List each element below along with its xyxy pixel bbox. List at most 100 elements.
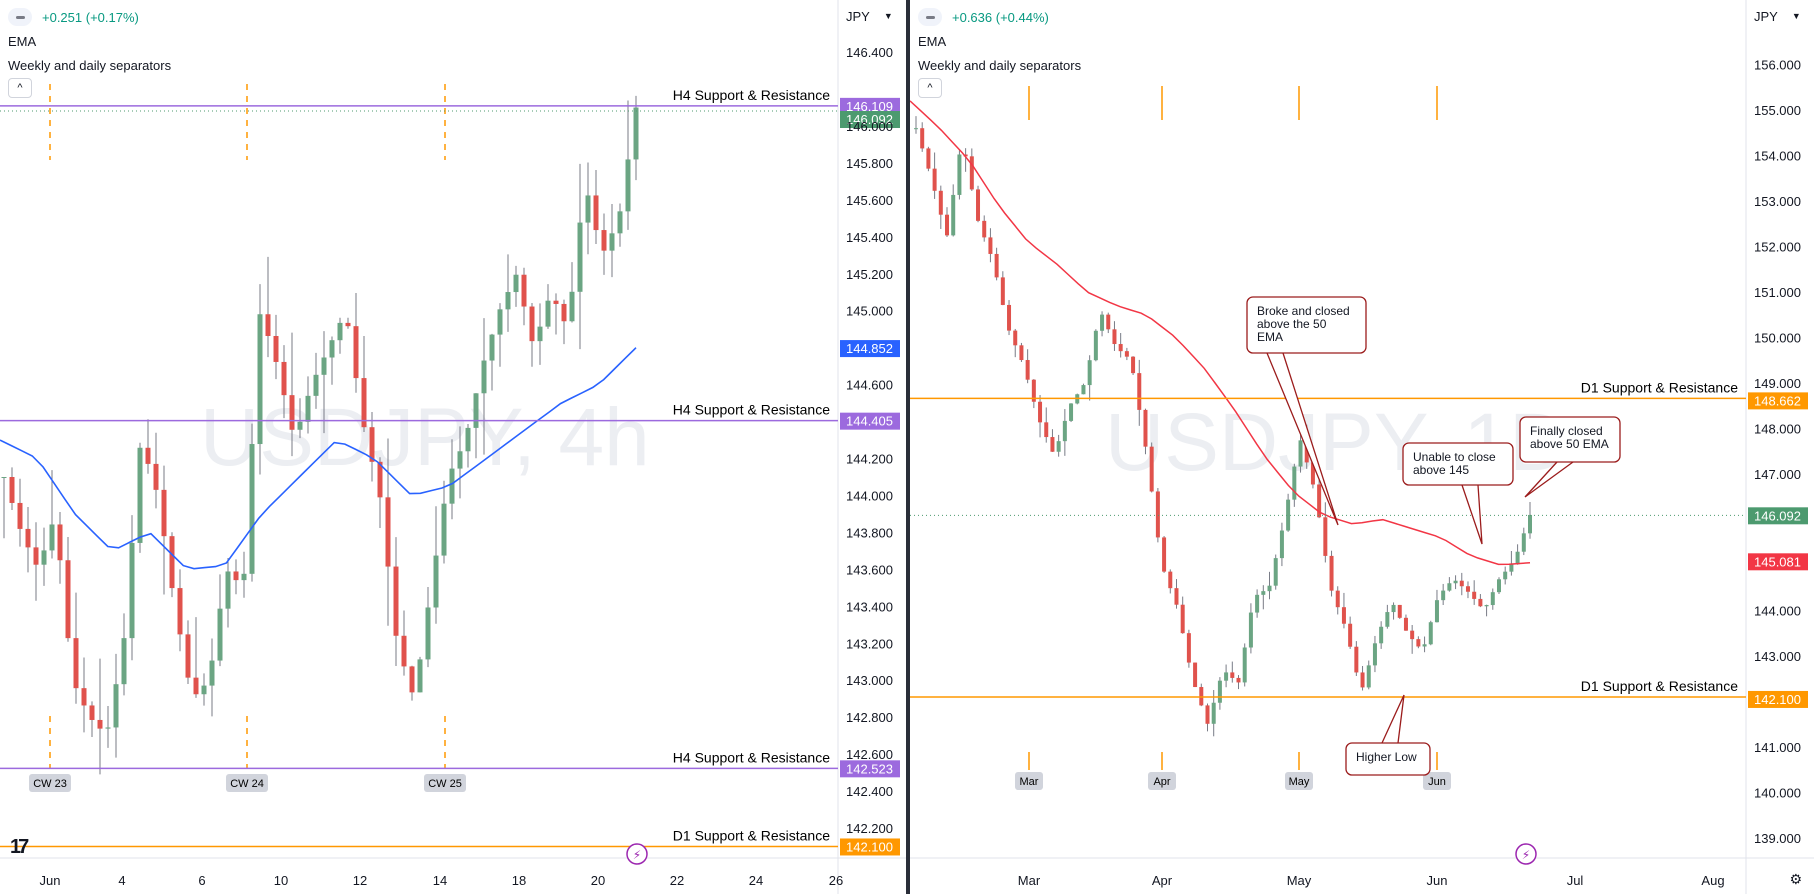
month-label-bg bbox=[1148, 772, 1176, 790]
candle-body bbox=[1397, 604, 1402, 618]
candle-body bbox=[1354, 646, 1359, 673]
chart-canvas-4h[interactable]: USDJPY, 4h CW 23 CW 24 CW 25 H4 Support & Re… bbox=[0, 0, 906, 894]
candle-body bbox=[33, 547, 39, 565]
currency-selector[interactable]: JPY ▼ bbox=[840, 4, 896, 28]
ema-line bbox=[910, 100, 1531, 566]
candle-body bbox=[1416, 639, 1421, 647]
candle-body bbox=[329, 340, 335, 358]
price-change: +0.251 (+0.17%) bbox=[42, 9, 139, 25]
candle-body bbox=[1428, 622, 1433, 645]
candle-body bbox=[1391, 604, 1396, 613]
price-change: +0.636 (+0.44%) bbox=[952, 9, 1049, 25]
candle-body bbox=[1013, 330, 1018, 346]
time-tick: Mar bbox=[1018, 873, 1041, 888]
candle-body bbox=[1038, 401, 1043, 423]
collapse-icon[interactable] bbox=[8, 8, 32, 26]
level-price-tag: 144.405 bbox=[846, 414, 893, 429]
currency-selector[interactable]: JPY ▼ bbox=[1748, 4, 1804, 28]
callout-pointer bbox=[1381, 694, 1405, 744]
level-price-tag-bg bbox=[840, 97, 900, 115]
price-tick: 145.800 bbox=[846, 156, 893, 171]
price-tick: 144.600 bbox=[846, 378, 893, 393]
candle-body bbox=[1205, 705, 1210, 724]
candle-body bbox=[121, 638, 127, 685]
callout-pointer bbox=[1524, 461, 1574, 498]
candle-body bbox=[994, 253, 999, 278]
candle-body bbox=[1155, 491, 1160, 538]
candle-body bbox=[385, 497, 391, 567]
candle-body bbox=[1149, 446, 1154, 492]
collapse-icon[interactable] bbox=[918, 8, 942, 26]
candle-body bbox=[938, 190, 943, 215]
candle-body bbox=[489, 334, 495, 361]
candle-body bbox=[1224, 672, 1229, 681]
chart-pane-1d[interactable]: USDJPY, 1D Mar Apr May Jun D1 Support & Resis… bbox=[910, 0, 1814, 894]
candle-body bbox=[1093, 330, 1098, 361]
price-tick: 155.000 bbox=[1754, 103, 1801, 118]
price-tick: 139.000 bbox=[1754, 831, 1801, 846]
indicator-separators[interactable]: Weekly and daily separators bbox=[918, 57, 1082, 73]
price-tick: 144.000 bbox=[846, 488, 893, 503]
indicator-ema[interactable]: EMA bbox=[8, 33, 37, 49]
level-label: H4 Support & Resistance bbox=[673, 402, 830, 418]
candle-body bbox=[1317, 484, 1322, 518]
candle-body bbox=[225, 571, 231, 609]
price-tag-bg bbox=[840, 111, 900, 129]
price-tag: 145.081 bbox=[1754, 554, 1801, 569]
month-label-bg bbox=[1015, 772, 1043, 790]
lightning-icon bbox=[1515, 843, 1537, 865]
candle-body bbox=[185, 634, 191, 678]
chevron-up-icon[interactable]: ^ bbox=[918, 78, 942, 98]
candle-body bbox=[1069, 403, 1074, 421]
candle-body bbox=[1230, 672, 1235, 678]
candle-body bbox=[1081, 385, 1086, 395]
price-tag: 146.092 bbox=[1754, 508, 1801, 523]
callout-text: Broke and closed bbox=[1257, 304, 1350, 318]
level-price-tag-bg bbox=[840, 838, 900, 856]
pane-divider[interactable] bbox=[906, 0, 910, 894]
time-tick: Jul bbox=[1567, 873, 1584, 888]
candle-body bbox=[1, 477, 7, 478]
candle-body bbox=[1509, 564, 1514, 572]
tradingview-logo[interactable]: 17 bbox=[10, 836, 29, 858]
price-tick: 143.000 bbox=[1754, 649, 1801, 664]
chevron-up-icon[interactable]: ^ bbox=[8, 78, 32, 98]
candle-body bbox=[113, 684, 119, 728]
candle-body bbox=[377, 461, 383, 498]
week-label-bg bbox=[226, 774, 268, 792]
callout-text: above 50 EMA bbox=[1530, 437, 1609, 451]
candle-body bbox=[1447, 583, 1452, 591]
candle-body bbox=[545, 300, 551, 327]
candle-body bbox=[988, 237, 993, 254]
indicator-separators[interactable]: Weekly and daily separators bbox=[8, 57, 172, 73]
price-tick: 144.000 bbox=[1754, 604, 1801, 619]
candle-body bbox=[976, 189, 981, 221]
candle-body bbox=[569, 291, 575, 322]
callout-box bbox=[1402, 442, 1514, 486]
settings-gear-icon[interactable]: ⚙ bbox=[1789, 871, 1802, 887]
candle-body bbox=[1472, 591, 1477, 599]
time-tick: 12 bbox=[353, 873, 367, 888]
candle-body bbox=[1180, 604, 1185, 634]
indicator-ema[interactable]: EMA bbox=[918, 33, 947, 49]
candle-body bbox=[409, 666, 415, 693]
callout-text: above 145 bbox=[1413, 463, 1469, 477]
candle-body bbox=[457, 451, 463, 469]
candle-body bbox=[1273, 558, 1278, 586]
month-label: Mar bbox=[1020, 776, 1039, 788]
candle-body bbox=[957, 154, 962, 195]
lightning-glyph: ⚡ bbox=[1522, 848, 1530, 862]
candle-body bbox=[1441, 590, 1446, 601]
candle-body bbox=[465, 427, 471, 452]
chart-pane-4h[interactable]: USDJPY, 4h CW 23 CW 24 CW 25 H4 Support & Re… bbox=[0, 0, 906, 894]
candle-body bbox=[313, 374, 319, 396]
candle-body bbox=[153, 463, 159, 490]
price-tick: 144.200 bbox=[846, 452, 893, 467]
level-label: H4 Support & Resistance bbox=[673, 87, 830, 103]
candle-body bbox=[297, 421, 303, 430]
candle-body bbox=[449, 468, 455, 504]
month-label: May bbox=[1289, 776, 1310, 788]
price-tick: 147.000 bbox=[1754, 467, 1801, 482]
candle-body bbox=[497, 309, 503, 335]
